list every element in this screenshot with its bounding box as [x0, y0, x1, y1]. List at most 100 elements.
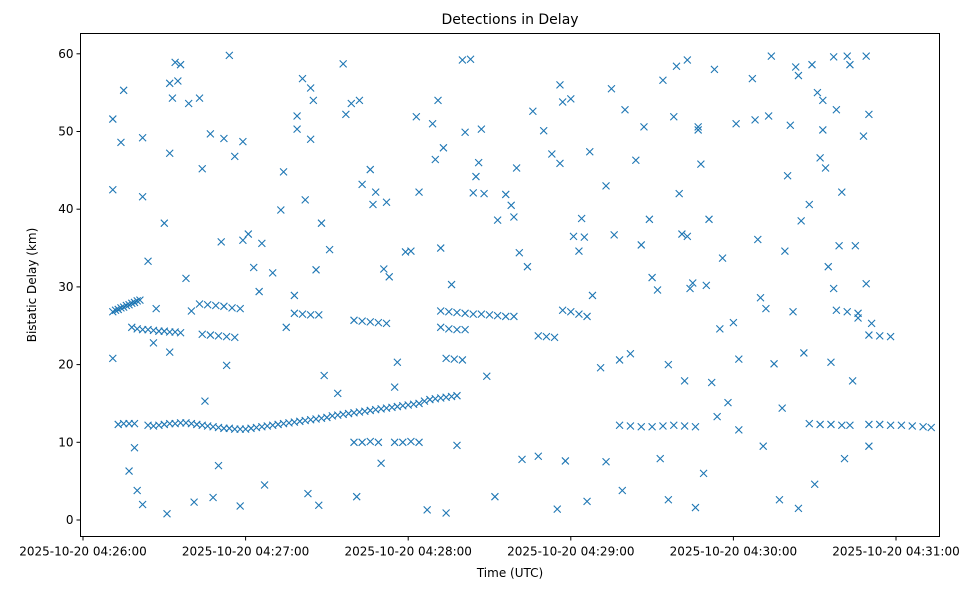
data-point-x-marker: [566, 307, 575, 316]
data-point-x-marker: [195, 300, 204, 308]
data-point-x-marker: [228, 303, 236, 312]
data-point-x-marker: [653, 286, 662, 294]
data-point-x-marker: [198, 164, 207, 173]
data-point-x-marker: [176, 328, 185, 337]
data-point-x-marker: [691, 422, 700, 431]
data-point-x-marker: [631, 156, 640, 165]
data-point-x-marker: [683, 232, 692, 241]
data-point-x-marker: [144, 257, 152, 266]
data-point-x-marker: [515, 248, 524, 257]
data-point-x-marker: [239, 137, 247, 146]
data-point-x-marker: [751, 115, 759, 124]
data-point-x-marker: [829, 284, 838, 293]
data-point-x-marker: [626, 422, 635, 430]
data-point-x-marker: [724, 398, 732, 407]
data-points: [108, 51, 936, 518]
data-point-x-marker: [645, 215, 654, 224]
data-point-x-marker: [510, 312, 518, 321]
data-point-x-marker: [108, 354, 117, 363]
data-point-x-marker: [450, 355, 459, 364]
data-point-x-marker: [195, 94, 204, 102]
data-point-x-marker: [840, 454, 849, 463]
data-point-x-marker: [314, 310, 323, 319]
data-point-x-marker: [420, 397, 429, 406]
data-point-x-marker: [474, 158, 483, 167]
data-point-x-marker: [865, 331, 873, 339]
data-point-x-marker: [786, 121, 795, 130]
data-point-x-marker: [596, 363, 605, 372]
data-point-x-marker: [818, 126, 827, 134]
data-point-x-marker: [672, 62, 681, 71]
data-point-x-marker: [184, 99, 193, 108]
data-point-x-marker: [127, 323, 136, 332]
data-point-x-marker: [862, 279, 871, 288]
data-point-x-marker: [133, 486, 142, 495]
data-point-x-marker: [374, 438, 383, 447]
data-point-x-marker: [794, 504, 803, 513]
data-point-x-marker: [249, 263, 258, 272]
y-tick-label: 0: [66, 513, 74, 527]
data-point-x-marker: [491, 492, 499, 501]
data-point-x-marker: [206, 129, 215, 138]
data-point-x-marker: [678, 230, 686, 238]
data-point-x-marker: [734, 425, 743, 434]
data-point-x-marker: [816, 420, 825, 429]
x-axis: 2025-10-20 04:26:00 2025-10-20 04:27:00 20…: [19, 536, 960, 559]
data-point-x-marker: [133, 296, 142, 305]
data-point-x-marker: [436, 307, 445, 315]
data-point-x-marker: [558, 98, 567, 106]
data-point-x-marker: [778, 404, 787, 413]
data-point-x-marker: [501, 190, 510, 199]
data-point-x-marker: [867, 319, 876, 328]
data-point-x-marker: [694, 122, 703, 131]
data-point-x-marker: [577, 214, 586, 223]
data-point-x-marker: [431, 155, 440, 164]
data-point-x-marker: [832, 306, 841, 315]
data-point-x-marker: [236, 304, 245, 313]
data-point-x-marker: [664, 360, 673, 369]
data-point-x-marker: [493, 216, 502, 224]
data-point-x-marker: [539, 126, 548, 135]
data-point-x-marker: [341, 110, 350, 119]
data-point-x-marker: [553, 505, 562, 514]
data-point-x-marker: [897, 421, 906, 430]
data-point-x-marker: [415, 438, 423, 447]
data-point-x-marker: [626, 349, 635, 358]
plot-frame: [80, 33, 940, 537]
y-axis: 0 10 20 30 40 50 60: [58, 47, 81, 527]
data-point-x-marker: [566, 94, 575, 103]
y-tick-label: 30: [58, 280, 73, 294]
data-point-x-marker: [854, 314, 862, 322]
data-point-x-marker: [304, 489, 312, 498]
data-point-x-marker: [119, 86, 128, 95]
data-point-x-marker: [718, 254, 727, 263]
data-point-x-marker: [583, 497, 591, 506]
data-point-x-marker: [152, 304, 161, 313]
data-point-x-marker: [534, 452, 543, 461]
data-point-x-marker: [350, 438, 358, 447]
data-point-x-marker: [355, 96, 364, 105]
data-point-x-marker: [453, 308, 461, 317]
data-point-x-marker: [260, 481, 269, 489]
data-point-x-marker: [621, 105, 629, 114]
data-point-x-marker: [415, 188, 423, 196]
data-point-x-marker: [816, 154, 825, 162]
data-point-x-marker: [919, 422, 927, 431]
data-point-x-marker: [528, 107, 537, 116]
data-point-x-marker: [507, 201, 516, 210]
data-point-x-marker: [390, 383, 399, 392]
data-point-x-marker: [732, 119, 740, 128]
data-point-x-marker: [125, 467, 133, 475]
data-point-x-marker: [211, 301, 220, 310]
data-point-x-marker: [875, 331, 884, 340]
data-point-x-marker: [534, 331, 543, 340]
y-tick-label: 10: [58, 435, 73, 449]
data-point-x-marker: [648, 273, 656, 282]
data-point-x-marker: [130, 419, 139, 428]
data-point-x-marker: [309, 96, 318, 105]
data-point-x-marker: [472, 172, 480, 181]
data-point-x-marker: [165, 348, 174, 357]
data-point-x-marker: [239, 236, 247, 245]
data-point-x-marker: [610, 230, 619, 239]
y-tick-label: 50: [58, 125, 73, 139]
